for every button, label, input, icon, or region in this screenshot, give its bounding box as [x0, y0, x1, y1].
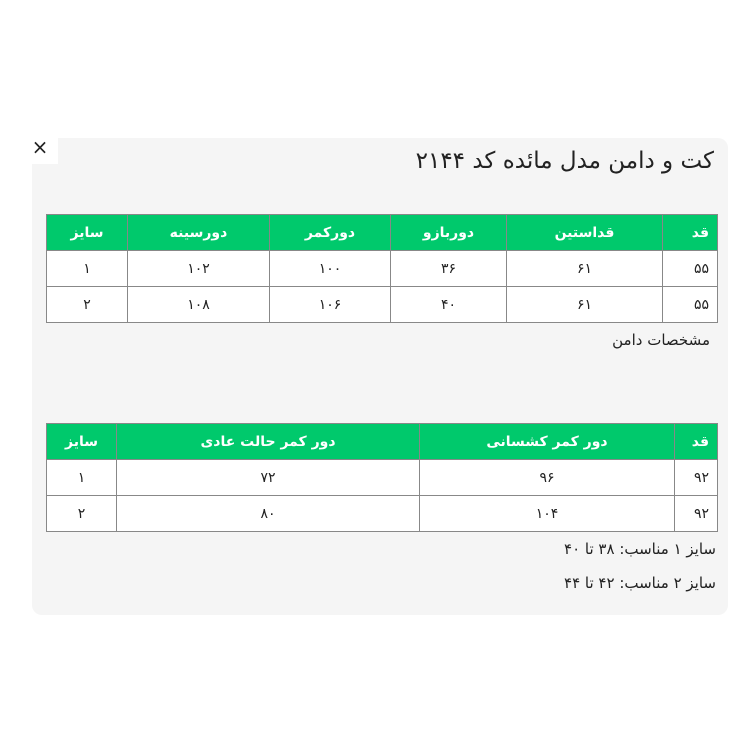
table-cell: ۱۰۰	[269, 250, 391, 287]
close-button[interactable]: ×	[22, 130, 58, 164]
table-cell: ۱۰۲	[127, 250, 270, 287]
header-cell: دور کمر حالت عادی	[116, 423, 420, 460]
table-cell: ۶۱	[506, 286, 663, 323]
page-title: کت و دامن مدل مائده کد ۲۱۴۴	[415, 148, 714, 174]
table-cell: ۵۵	[662, 286, 718, 323]
table-cell: ۶۱	[506, 250, 663, 287]
skirt-size-table: قد دور کمر کشسانی دور کمر حالت عادی سایز…	[46, 423, 718, 532]
header-cell: قد	[674, 423, 718, 460]
table-cell: ۱	[46, 250, 128, 287]
table-header-row: قد قداستین دوربازو دورکمر دورسینه سایز	[46, 214, 718, 251]
table-row: ۵۵ ۶۱ ۳۶ ۱۰۰ ۱۰۲ ۱	[46, 250, 718, 287]
table-cell: ۱۰۸	[127, 286, 270, 323]
table-cell: ۹۲	[674, 459, 718, 496]
header-cell: دورسینه	[127, 214, 270, 251]
table-cell: ۲	[46, 495, 117, 532]
header-cell: دور کمر کشسانی	[419, 423, 675, 460]
size-note-2: سایز ۲ مناسب: ۴۲ تا ۴۴	[564, 574, 716, 592]
header-cell: دورکمر	[269, 214, 391, 251]
table-cell: ۱	[46, 459, 117, 496]
table-cell: ۹۶	[419, 459, 675, 496]
table-cell: ۵۵	[662, 250, 718, 287]
table-cell: ۱۰۴	[419, 495, 675, 532]
table-cell: ۹۲	[674, 495, 718, 532]
table-row: ۹۲ ۱۰۴ ۸۰ ۲	[46, 495, 718, 532]
table-cell: ۳۶	[390, 250, 507, 287]
header-cell: قداستین	[506, 214, 663, 251]
table-cell: ۷۲	[116, 459, 420, 496]
table-header-row: قد دور کمر کشسانی دور کمر حالت عادی سایز	[46, 423, 718, 460]
skirt-section-label: مشخصات دامن	[612, 331, 710, 349]
header-cell: سایز	[46, 423, 117, 460]
table-row: ۹۲ ۹۶ ۷۲ ۱	[46, 459, 718, 496]
header-cell: قد	[662, 214, 718, 251]
header-cell: سایز	[46, 214, 128, 251]
close-icon: ×	[31, 135, 49, 159]
size-note-1: سایز ۱ مناسب: ۳۸ تا ۴۰	[564, 540, 716, 558]
jacket-size-table: قد قداستین دوربازو دورکمر دورسینه سایز ۵…	[46, 214, 718, 323]
table-cell: ۲	[46, 286, 128, 323]
table-cell: ۸۰	[116, 495, 420, 532]
table-cell: ۱۰۶	[269, 286, 391, 323]
table-row: ۵۵ ۶۱ ۴۰ ۱۰۶ ۱۰۸ ۲	[46, 286, 718, 323]
header-cell: دوربازو	[390, 214, 507, 251]
table-cell: ۴۰	[390, 286, 507, 323]
